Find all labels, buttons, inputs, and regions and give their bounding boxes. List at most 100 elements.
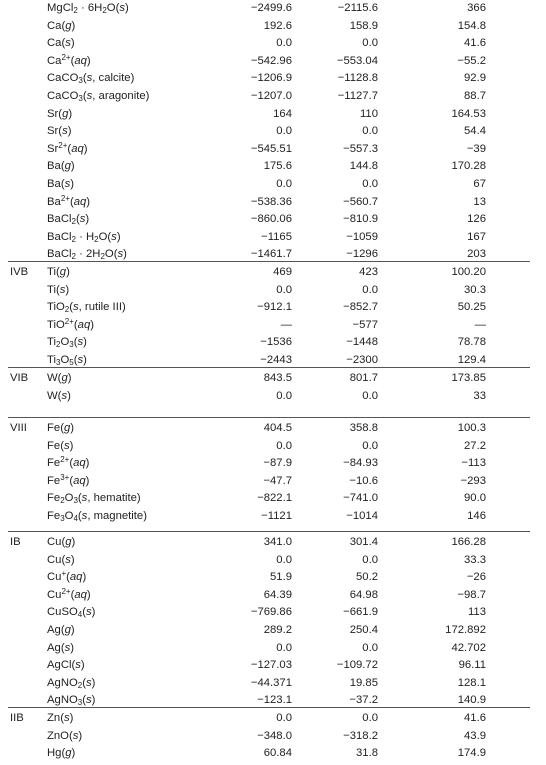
gibbs-energy-cell: −553.04 xyxy=(336,54,378,67)
substance-cell: TiO2+(aq) xyxy=(47,316,95,331)
group-separator xyxy=(8,707,530,708)
gibbs-energy-cell: −1128.8 xyxy=(337,72,378,85)
table-row: BaCl2 · H2O(s) −1165 −1059 167 xyxy=(0,229,546,246)
gibbs-energy-cell: −1059 xyxy=(346,230,378,243)
substance-cell: Ag(s) xyxy=(47,641,75,654)
entropy-cell: 174.9 xyxy=(457,747,486,760)
entropy-cell: 78.78 xyxy=(457,336,486,349)
gibbs-energy-cell: 0.0 xyxy=(362,712,378,724)
group-label: IB xyxy=(10,536,21,548)
enthalpy-cell: −1536 xyxy=(260,336,292,349)
gibbs-energy-cell: −109.72 xyxy=(336,659,378,672)
substance-cell: W(s) xyxy=(47,389,71,402)
table-row: Ti3O5(s) −2443 −2300 129.4 xyxy=(0,352,546,369)
table-row: Fe2+(aq) −87.9 −84.93 −113 xyxy=(0,455,546,472)
enthalpy-cell: 175.6 xyxy=(263,160,292,173)
substance-cell: Fe3+(aq) xyxy=(47,472,90,487)
entropy-cell: 164.53 xyxy=(451,107,486,120)
enthalpy-cell: 404.5 xyxy=(263,422,292,434)
entropy-cell: −98.7 xyxy=(457,588,486,601)
enthalpy-cell: −2499.6 xyxy=(250,2,292,14)
enthalpy-cell: 0.0 xyxy=(276,178,292,190)
substance-cell: CaCO3(s, calcite) xyxy=(47,72,135,86)
gibbs-energy-cell: 801.7 xyxy=(349,372,378,384)
substance-cell: Fe(s) xyxy=(47,439,74,452)
substance-cell: Ag(g) xyxy=(47,624,75,636)
gibbs-energy-cell: −1448 xyxy=(346,336,378,349)
enthalpy-cell: −1165 xyxy=(261,230,292,243)
entropy-cell: 128.1 xyxy=(457,676,486,689)
substance-cell: Fe2O3(s, hematite) xyxy=(47,492,141,506)
table-row: MgCl2 · 6H2O(s) −2499.6 −2115.6 366 xyxy=(0,0,546,17)
entropy-cell: 100.20 xyxy=(451,266,486,278)
entropy-cell: 30.3 xyxy=(464,283,486,296)
gibbs-energy-cell: 358.8 xyxy=(349,422,378,434)
table-row: IVB Ti(g) 469 423 100.20 xyxy=(0,264,546,281)
table-row: Ag(s) 0.0 0.0 42.702 xyxy=(0,640,546,657)
table-row: AgNO3(s) −123.1 −37.2 140.9 xyxy=(0,692,546,709)
enthalpy-cell: −542.96 xyxy=(250,54,292,67)
table-row: Hg(g) 60.84 31.8 174.9 xyxy=(0,745,546,762)
substance-cell: Cu+(aq) xyxy=(47,569,87,584)
substance-cell: Fe3O4(s, magnetite) xyxy=(47,510,147,523)
gibbs-energy-cell: 0.0 xyxy=(362,125,378,138)
enthalpy-cell: 64.39 xyxy=(263,588,292,601)
substance-cell: W(g) xyxy=(47,372,72,384)
substance-cell: Cu2+(aq) xyxy=(47,586,91,601)
entropy-cell: 88.7 xyxy=(464,90,486,102)
enthalpy-cell: 0.0 xyxy=(276,283,292,296)
enthalpy-cell: 469 xyxy=(273,266,292,278)
table-row: Ti2O3(s) −1536 −1448 78.78 xyxy=(0,334,546,351)
gibbs-energy-cell: −810.9 xyxy=(343,213,378,226)
gibbs-energy-cell: 301.4 xyxy=(349,536,378,548)
substance-cell: AgNO2(s) xyxy=(47,676,96,690)
table-row: IB Cu(g) 341.0 301.4 166.28 xyxy=(0,534,546,551)
enthalpy-cell: 0.0 xyxy=(276,641,292,654)
enthalpy-cell: 341.0 xyxy=(263,536,292,548)
substance-cell: Ba(s) xyxy=(47,178,75,190)
enthalpy-cell: −1121 xyxy=(261,510,292,522)
gibbs-energy-cell: 250.4 xyxy=(349,624,378,636)
entropy-cell: 172.892 xyxy=(445,624,486,636)
gibbs-energy-cell: 0.0 xyxy=(362,389,378,402)
entropy-cell: 96.11 xyxy=(458,659,486,672)
enthalpy-cell: — xyxy=(280,318,292,331)
enthalpy-cell: −1461.7 xyxy=(250,248,292,261)
gibbs-energy-cell: −37.2 xyxy=(349,694,378,707)
enthalpy-cell: −44.371 xyxy=(250,676,292,689)
entropy-cell: 90.0 xyxy=(464,492,486,505)
entropy-cell: 129.4 xyxy=(457,354,486,366)
table-row: Fe3+(aq) −47.7 −10.6 −293 xyxy=(0,473,546,490)
table-row: Cu(s) 0.0 0.0 33.3 xyxy=(0,552,546,569)
table-row: W(s) 0.0 0.0 33 xyxy=(0,388,546,405)
entropy-cell: −55.2 xyxy=(457,54,486,67)
group-label: IIB xyxy=(10,712,24,724)
entropy-cell: 146 xyxy=(467,510,486,522)
enthalpy-cell: 192.6 xyxy=(263,19,292,32)
gibbs-energy-cell: 0.0 xyxy=(362,283,378,296)
enthalpy-cell: 289.2 xyxy=(263,624,292,636)
group-separator xyxy=(8,417,530,418)
enthalpy-cell: −127.03 xyxy=(250,659,292,672)
entropy-cell: 43.9 xyxy=(464,729,486,742)
table-row: Sr2+(aq) −545.51 −557.3 −39 xyxy=(0,141,546,158)
gibbs-energy-cell: 0.0 xyxy=(362,553,378,566)
substance-cell: BaCl2 · 2H2O(s) xyxy=(47,248,127,262)
substance-cell: CuSO4(s) xyxy=(47,606,96,620)
entropy-cell: 366 xyxy=(467,2,486,14)
enthalpy-cell: 0.0 xyxy=(276,125,292,138)
substance-cell: Sr2+(aq) xyxy=(47,140,88,155)
table-row: BaCl2 · 2H2O(s) −1461.7 −1296 203 xyxy=(0,246,546,263)
substance-cell: BaCl2 · H2O(s) xyxy=(47,230,121,244)
table-row: Cu2+(aq) 64.39 64.98 −98.7 xyxy=(0,587,546,604)
substance-cell: Fe2+(aq) xyxy=(47,455,90,470)
entropy-cell: 27.2 xyxy=(464,439,486,452)
table-row: Sr(s) 0.0 0.0 54.4 xyxy=(0,123,546,140)
table-row: Fe3O4(s, magnetite) −1121 −1014 146 xyxy=(0,508,546,525)
enthalpy-cell: −2443 xyxy=(260,354,292,366)
gibbs-energy-cell: 423 xyxy=(359,266,378,278)
enthalpy-cell: −822.1 xyxy=(257,492,292,505)
table-row: CuSO4(s) −769.86 −661.9 113 xyxy=(0,604,546,621)
entropy-cell: 54.4 xyxy=(464,125,486,138)
